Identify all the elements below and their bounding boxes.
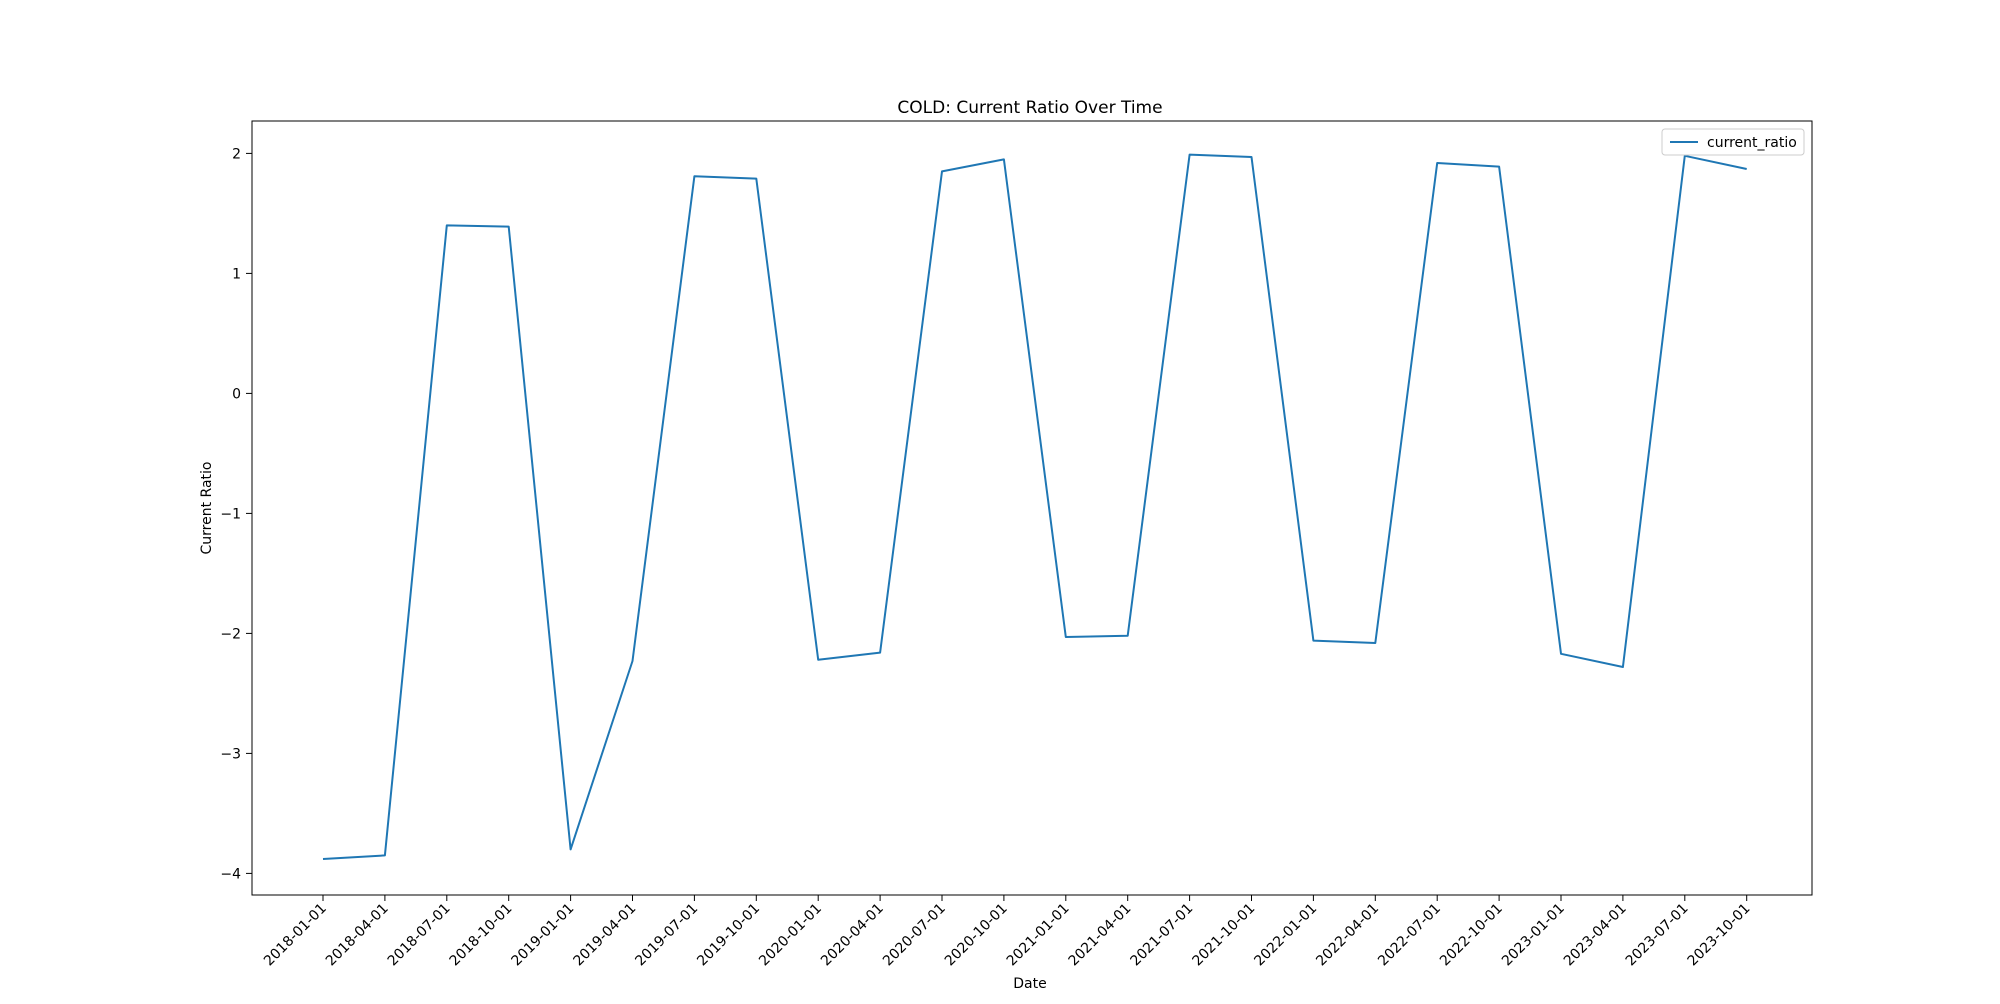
data-point [1560, 653, 1562, 655]
chart-title: COLD: Current Ratio Over Time [897, 98, 1162, 118]
data-point [1189, 154, 1191, 156]
data-point [1312, 640, 1314, 642]
legend: current_ratio [1661, 128, 1805, 156]
data-point [1003, 158, 1005, 160]
x-tick-label: 2023-07-01 [1623, 901, 1692, 970]
y-tick-label: −3 [220, 746, 241, 762]
data-point [755, 178, 757, 180]
y-tick-label: 0 [232, 386, 241, 402]
data-point [570, 848, 572, 850]
series-line-current_ratio [322, 153, 1747, 860]
x-tick-label: 2021-10-01 [1189, 901, 1258, 970]
x-tick-label: 2019-04-01 [570, 901, 639, 970]
x-tick-label: 2018-10-01 [447, 901, 516, 970]
data-point [693, 175, 695, 177]
x-tick-label: 2019-07-01 [632, 901, 701, 970]
plot-area: −4 −3 −2 −1 0 1 2 2018-01-012018-04-012018-07-0… [220, 120, 1813, 970]
data-point [1622, 666, 1624, 668]
x-axis-label: Date [1013, 976, 1046, 992]
data-point [1498, 166, 1500, 168]
data-point [446, 224, 448, 226]
legend-label: current_ratio [1707, 135, 1797, 151]
data-point [632, 660, 634, 662]
x-tick-label: 2021-04-01 [1066, 901, 1135, 970]
data-point [1436, 162, 1438, 164]
data-point [941, 170, 943, 172]
y-tick-label: 1 [232, 266, 241, 282]
data-point [1127, 635, 1129, 637]
x-tick-label: 2022-04-01 [1313, 901, 1382, 970]
x-tick-label: 2020-07-01 [880, 901, 949, 970]
y-tick-label: −1 [220, 506, 241, 522]
x-tick-label: 2020-01-01 [756, 901, 825, 970]
x-tick-label: 2020-10-01 [942, 901, 1011, 970]
y-tick-label: −2 [220, 626, 241, 642]
x-tick-label: 2018-01-01 [261, 901, 330, 970]
data-point [508, 226, 510, 228]
x-tick-label: 2021-01-01 [1004, 901, 1073, 970]
x-tick-label: 2022-01-01 [1251, 901, 1320, 970]
data-point [1065, 636, 1067, 638]
x-tick-label: 2020-04-01 [818, 901, 887, 970]
axes-frame [251, 120, 1813, 896]
y-tick-label: −4 [220, 866, 241, 882]
x-tick-label: 2018-04-01 [323, 901, 392, 970]
data-point [1746, 168, 1748, 170]
x-tick-label: 2021-07-01 [1128, 901, 1197, 970]
x-tick-label: 2018-07-01 [385, 901, 454, 970]
y-tick-label: 2 [232, 146, 241, 162]
data-point [322, 858, 324, 860]
x-tick-label: 2022-07-01 [1375, 901, 1444, 970]
data-point [384, 854, 386, 856]
x-tick-label: 2023-01-01 [1499, 901, 1568, 970]
data-point [1374, 642, 1376, 644]
x-tick-label: 2022-10-01 [1437, 901, 1506, 970]
y-axis-label: Current Ratio [199, 462, 215, 555]
x-tick-label: 2019-10-01 [694, 901, 763, 970]
legend-box [1661, 128, 1805, 156]
x-tick-label: 2019-01-01 [509, 901, 578, 970]
data-point [1251, 156, 1253, 158]
data-point [817, 659, 819, 661]
x-tick-label: 2023-10-01 [1685, 901, 1754, 970]
x-tick-label: 2023-04-01 [1561, 901, 1630, 970]
data-point [879, 652, 881, 654]
